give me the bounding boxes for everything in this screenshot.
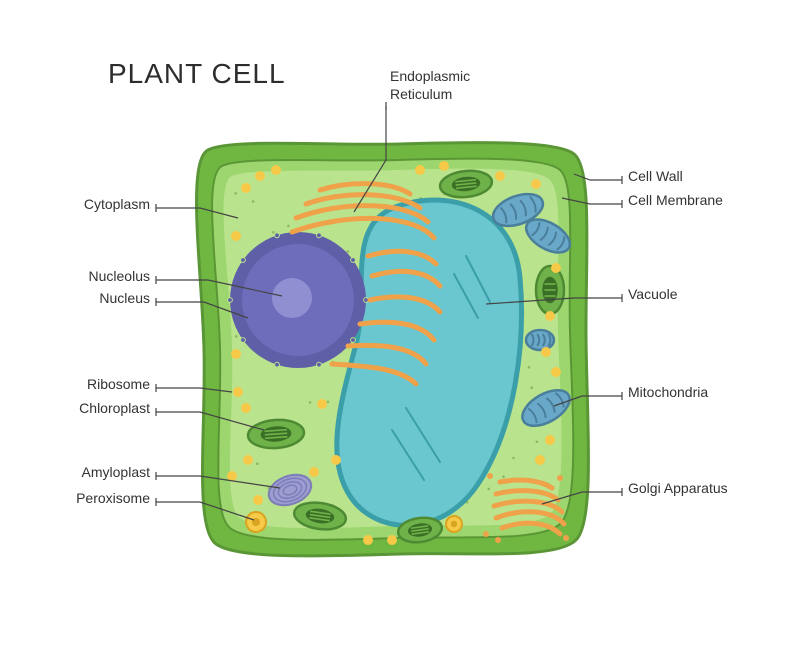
chloroplast-shape <box>536 266 564 314</box>
label-nucleus: Nucleus <box>99 290 150 308</box>
label-cell-membrane: Cell Membrane <box>628 192 723 210</box>
label-golgi-apparatus: Golgi Apparatus <box>628 480 728 498</box>
ribosome-shape <box>243 455 253 465</box>
label-ribosome: Ribosome <box>87 376 150 394</box>
ribosome-shape <box>551 263 561 273</box>
ribosome-shape <box>531 179 541 189</box>
ribosome-shape <box>363 535 373 545</box>
ribosome-shape <box>545 435 555 445</box>
label-chloroplast: Chloroplast <box>79 400 150 418</box>
ribosome-shape <box>241 183 251 193</box>
ribosome-shape <box>331 455 341 465</box>
ribosome-shape <box>551 367 561 377</box>
label-endoplasmic-reticulum: Endoplasmic Reticulum <box>390 68 470 103</box>
ribosome-shape <box>317 399 327 409</box>
ribosome-shape <box>231 349 241 359</box>
ribosome-shape <box>387 535 397 545</box>
page-title: PLANT CELL <box>108 58 286 90</box>
label-cell-wall: Cell Wall <box>628 168 683 186</box>
mitochondrion-shape <box>526 330 554 350</box>
label-peroxisome: Peroxisome <box>76 490 150 508</box>
ribosome-shape <box>255 171 265 181</box>
nucleolus-shape <box>272 278 312 318</box>
ribosome-shape <box>241 403 251 413</box>
label-vacuole: Vacuole <box>628 286 678 304</box>
label-mitochondria: Mitochondria <box>628 384 708 402</box>
ribosome-shape <box>535 455 545 465</box>
ribosome-shape <box>227 471 237 481</box>
ribosome-shape <box>233 387 243 397</box>
ribosome-shape <box>495 171 505 181</box>
ribosome-shape <box>253 495 263 505</box>
label-amyloplast: Amyloplast <box>82 464 150 482</box>
ribosome-shape <box>439 161 449 171</box>
ribosome-shape <box>271 165 281 175</box>
ribosome-shape <box>415 165 425 175</box>
ribosome-shape <box>309 467 319 477</box>
ribosome-shape <box>231 231 241 241</box>
ribosome-shape <box>541 347 551 357</box>
label-nucleolus: Nucleolus <box>89 268 150 286</box>
ribosome-shape <box>545 311 555 321</box>
label-cytoplasm: Cytoplasm <box>84 196 150 214</box>
